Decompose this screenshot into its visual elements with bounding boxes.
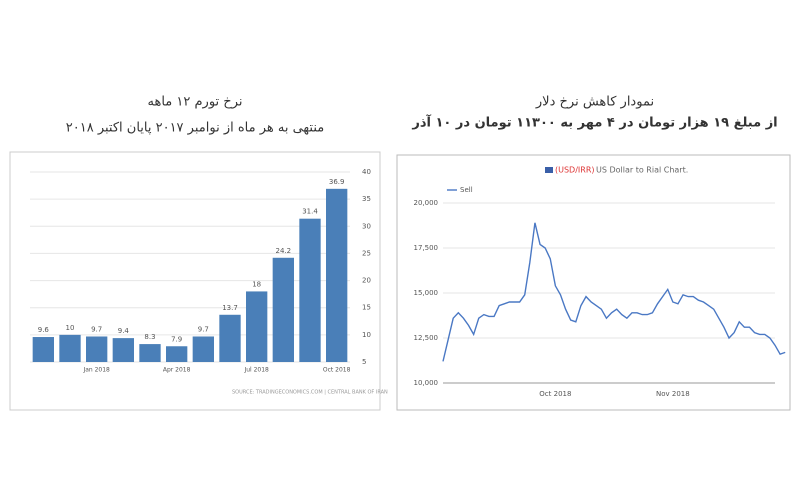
bar (299, 218, 321, 362)
x-tick-label: Jul 2018 (243, 367, 269, 374)
y-tick-label: 12,500 (414, 334, 439, 342)
x-tick-label: Nov 2018 (656, 390, 690, 398)
data-label: 9.4 (118, 327, 130, 335)
legend-label: Sell (460, 186, 473, 194)
y-tick-label: 20,000 (414, 199, 439, 207)
source: SOURCE: TRADINGECONOMICS.COM | CENTRAL B… (232, 390, 388, 396)
inner-title-code: (USD/IRR) (555, 166, 595, 175)
y-tick-label: 40 (362, 168, 371, 176)
y-tick-label: 20 (362, 277, 371, 285)
data-label: 18 (252, 280, 261, 288)
y-tick-label: 25 (362, 249, 371, 257)
bar (219, 314, 241, 362)
bar (246, 291, 268, 362)
y-tick-label: 35 (362, 195, 371, 203)
data-label: 9.7 (91, 325, 102, 333)
x-tick-label: Oct 2018 (323, 367, 351, 374)
data-label: 8.3 (144, 333, 155, 341)
bar (59, 334, 81, 362)
bar (326, 188, 348, 362)
bar (86, 336, 108, 362)
y-tick-label: 10,000 (414, 379, 439, 387)
data-label: 31.4 (302, 208, 318, 216)
bar (192, 336, 214, 362)
x-tick-label: Jan 2018 (82, 367, 110, 374)
right-heading: نمودار کاهش نرخ دلار (535, 95, 654, 110)
data-label: 24.2 (276, 247, 292, 255)
data-label: 10 (66, 324, 75, 332)
data-label: 36.9 (329, 178, 345, 186)
bar (272, 257, 294, 362)
inner-title: US Dollar to Rial Chart. (596, 166, 688, 175)
y-tick-label: 10 (362, 331, 371, 339)
left-heading: نرخ تورم ۱۲ ماهه (148, 95, 243, 110)
right-panel (396, 154, 791, 411)
y-tick-label: 15 (362, 304, 371, 312)
line (442, 222, 786, 362)
bar (139, 344, 161, 362)
data-label: 9.6 (38, 326, 50, 334)
y-tick-label: 15,000 (414, 289, 439, 297)
y-tick-label: 5 (362, 358, 366, 366)
y-tick-label: 30 (362, 222, 371, 230)
x-tick-label: Oct 2018 (539, 390, 571, 398)
right-subheading: از مبلغ ۱۹ هزار تومان در ۴ مهر به ۱۱۳۰۰ … (411, 114, 777, 131)
bar (166, 346, 188, 362)
x-tick-label: Apr 2018 (163, 367, 191, 374)
data-label: 13.7 (222, 304, 238, 312)
bar (32, 337, 54, 362)
bar (112, 338, 134, 362)
data-label: 7.9 (171, 335, 182, 343)
flag (545, 167, 553, 173)
left-subheading: منتهی به هر ماه از نوامبر ۲۰۱۷ پایان اکت… (66, 121, 324, 136)
data-label: 9.7 (198, 325, 209, 333)
y-tick-label: 17,500 (414, 244, 439, 252)
